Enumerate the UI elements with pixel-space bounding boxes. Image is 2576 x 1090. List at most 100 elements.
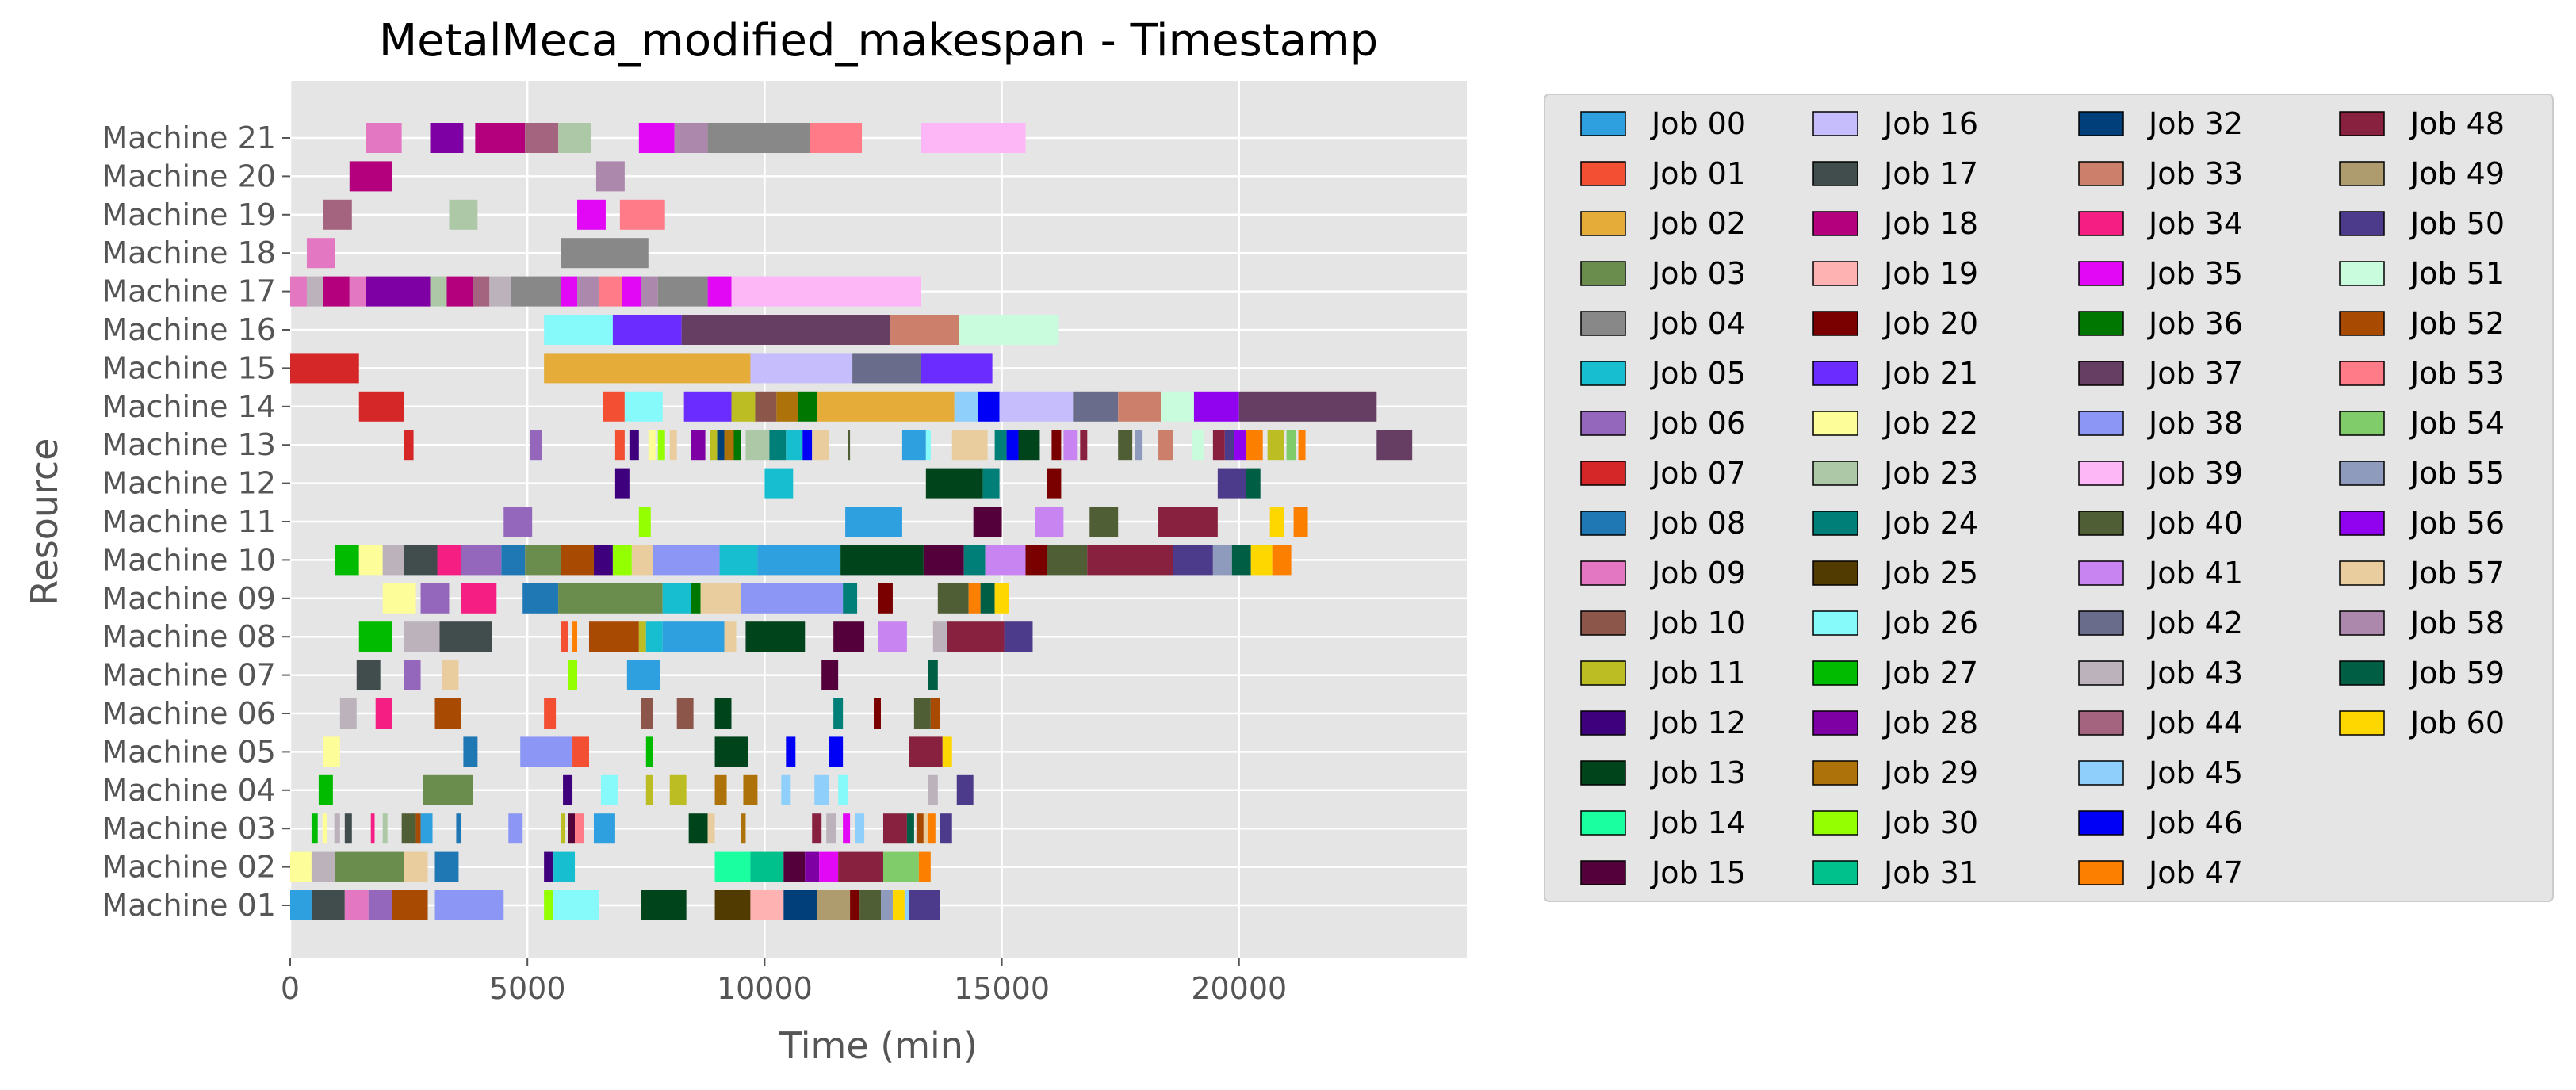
task-bar <box>561 813 566 844</box>
legend-swatch <box>1580 511 1626 536</box>
task-bar <box>561 621 568 652</box>
task-bar <box>688 813 708 844</box>
task-bar <box>1158 430 1173 461</box>
legend-swatch <box>2339 361 2385 386</box>
task-bar <box>612 315 682 345</box>
y-tick-label: Machine 12 <box>101 466 276 501</box>
task-bar <box>838 851 883 882</box>
task-bar <box>826 813 836 844</box>
legend-label: Job 60 <box>2409 706 2505 740</box>
task-bar <box>1173 545 1213 576</box>
task-bar <box>973 507 1002 537</box>
task-bar <box>525 123 559 153</box>
task-bar <box>430 276 447 307</box>
task-bar <box>662 621 725 652</box>
legend-label: Job 52 <box>2409 306 2505 341</box>
task-bar <box>714 736 748 767</box>
legend-label: Job 40 <box>2147 506 2243 541</box>
legend-label: Job 44 <box>2147 706 2243 740</box>
task-bar <box>525 545 561 576</box>
task-bar <box>434 890 504 920</box>
task-bar <box>880 890 893 920</box>
task-bar <box>999 391 1074 422</box>
task-bar <box>404 621 440 652</box>
task-bar <box>522 583 559 614</box>
legend-label: Job 54 <box>2409 406 2505 441</box>
task-bar <box>323 199 352 230</box>
legend-swatch <box>1812 660 1858 686</box>
legend-label: Job 06 <box>1650 406 1746 441</box>
legend-label: Job 20 <box>1882 306 1978 341</box>
task-bar <box>755 391 777 422</box>
legend-swatch <box>1812 111 1858 136</box>
x-tick-label: 15000 <box>954 971 1050 1006</box>
task-bar <box>473 276 490 307</box>
task-bar <box>446 276 473 307</box>
task-bar <box>544 851 554 882</box>
legend-label: Job 13 <box>1650 755 1746 790</box>
task-bar <box>724 430 734 461</box>
task-bar <box>641 276 658 307</box>
task-bar <box>657 430 665 461</box>
task-bar <box>1073 391 1119 422</box>
legend-label: Job 33 <box>2147 156 2243 191</box>
task-bar <box>619 199 665 230</box>
legend-swatch <box>1812 860 1858 885</box>
task-bar <box>786 430 803 461</box>
task-bar <box>913 698 931 729</box>
legend-label: Job 15 <box>1650 855 1746 890</box>
legend-swatch <box>1812 161 1858 186</box>
task-bar <box>676 698 694 729</box>
legend-label: Job 03 <box>1650 256 1746 291</box>
y-tick-label: Machine 07 <box>101 658 276 693</box>
y-tick-label: Machine 18 <box>101 235 276 270</box>
task-bar <box>817 391 955 422</box>
task-bar <box>741 583 844 614</box>
y-tick-label: Machine 02 <box>101 850 276 885</box>
legend-swatch <box>1812 710 1858 736</box>
task-bar <box>719 545 758 576</box>
task-bar <box>878 583 893 614</box>
legend-label: Job 57 <box>2409 556 2505 591</box>
task-bar <box>750 353 853 384</box>
legend-swatch <box>2339 560 2385 586</box>
legend-swatch <box>2339 411 2385 436</box>
task-bar <box>561 238 649 269</box>
legend-swatch <box>1812 810 1858 836</box>
legend-swatch <box>1580 710 1626 736</box>
legend-label: Job 37 <box>2147 356 2243 391</box>
task-bar <box>878 621 907 652</box>
task-bar <box>370 813 375 844</box>
task-bar <box>544 353 751 384</box>
task-bar <box>558 583 663 614</box>
task-bar <box>358 545 383 576</box>
legend-swatch <box>2078 610 2124 636</box>
task-bar <box>786 736 796 767</box>
task-bar <box>1018 430 1040 461</box>
task-bar <box>724 621 737 652</box>
task-bar <box>593 545 613 576</box>
task-bar <box>1051 430 1062 461</box>
task-bar <box>717 430 725 461</box>
legend-swatch <box>2078 760 2124 786</box>
legend-swatch <box>2078 660 2124 686</box>
task-bars <box>290 123 1413 920</box>
task-bar <box>710 430 718 461</box>
task-bar <box>750 890 784 920</box>
task-bar <box>568 813 576 844</box>
task-bar <box>923 545 964 576</box>
task-bar <box>681 315 890 345</box>
task-bar <box>577 276 599 307</box>
legend-label: Job 09 <box>1650 556 1746 591</box>
task-bar <box>577 199 606 230</box>
task-bar <box>568 660 578 690</box>
legend-swatch <box>1812 760 1858 786</box>
task-bar <box>757 545 841 576</box>
task-bar <box>743 774 758 805</box>
task-bar <box>335 851 404 882</box>
task-bar <box>382 545 404 576</box>
legend-label: Job 46 <box>2147 805 2243 840</box>
legend-label: Job 42 <box>2147 606 2243 641</box>
task-bar <box>769 430 787 461</box>
